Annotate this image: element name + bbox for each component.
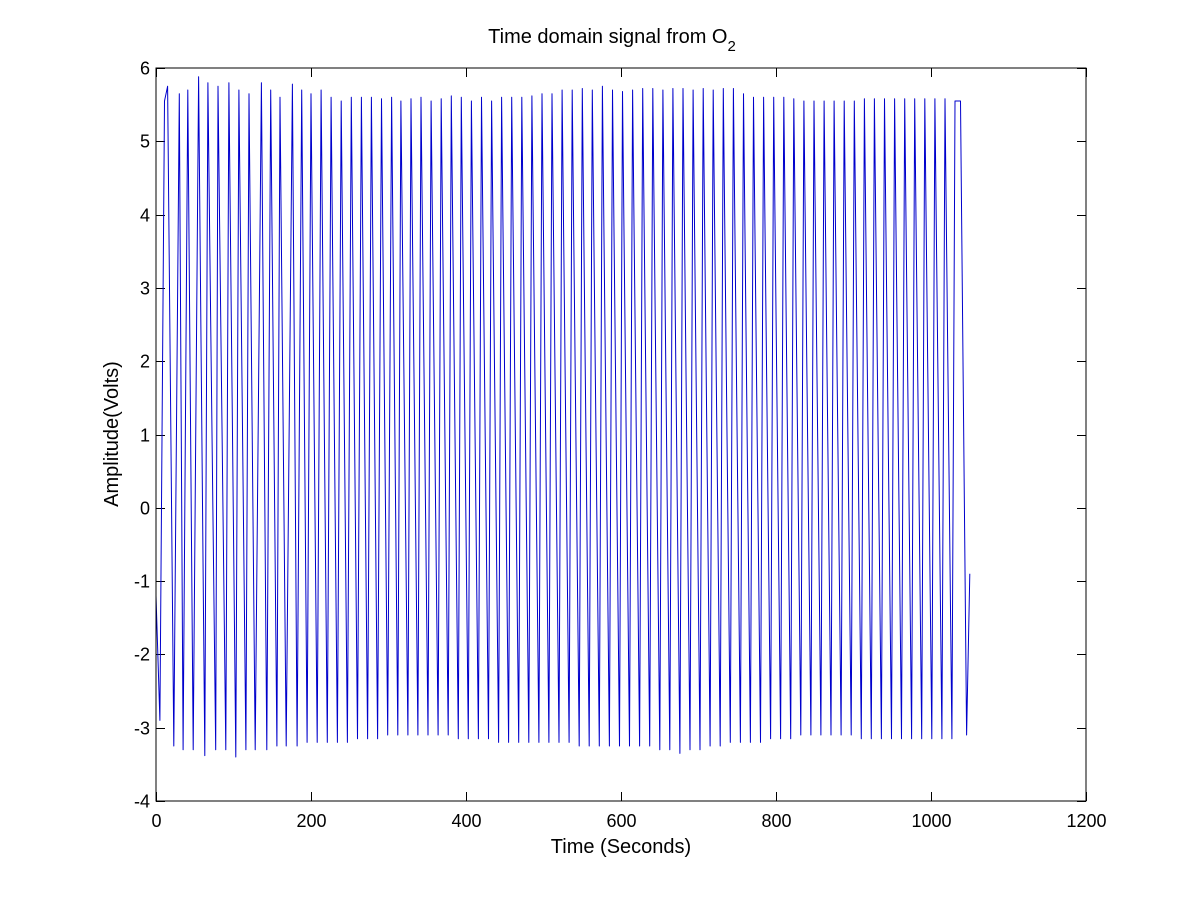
x-tick-label: 1000 [911, 811, 951, 831]
y-tick-label: 1 [140, 426, 150, 446]
y-tick-label: 2 [140, 352, 150, 372]
y-tick-label: 0 [140, 499, 150, 519]
x-tick-label: 800 [761, 811, 791, 831]
y-tick-label: -2 [134, 645, 150, 665]
y-axis-label: Amplitude(Volts) [101, 361, 123, 507]
x-tick-label: 400 [451, 811, 481, 831]
chart-title: Time domain signal from O2 [488, 26, 736, 55]
chart-title-subscript: 2 [728, 38, 736, 55]
y-tick-label: -4 [134, 792, 150, 812]
x-tick-label: 1200 [1066, 811, 1106, 831]
x-axis-label: Time (Seconds) [551, 836, 691, 858]
y-tick-labels: -4 -3 -2 -1 0 1 2 3 4 5 6 [134, 59, 150, 812]
signal-series-line [155, 76, 971, 758]
y-tick-label: 6 [140, 59, 150, 79]
x-tick-label: 600 [606, 811, 636, 831]
y-tick-label: -3 [134, 719, 150, 739]
y-tick-label: 5 [140, 132, 150, 152]
y-tick-label: 4 [140, 206, 150, 226]
x-tick-labels: 0 200 400 600 800 1000 1200 [151, 811, 1106, 831]
x-tick-label: 200 [296, 811, 326, 831]
axes-box [155, 67, 1087, 802]
x-tick-label: 0 [151, 811, 161, 831]
y-tick-label: 3 [140, 279, 150, 299]
chart-title-main: Time domain signal from O [488, 26, 727, 48]
y-tick-label: -1 [134, 572, 150, 592]
